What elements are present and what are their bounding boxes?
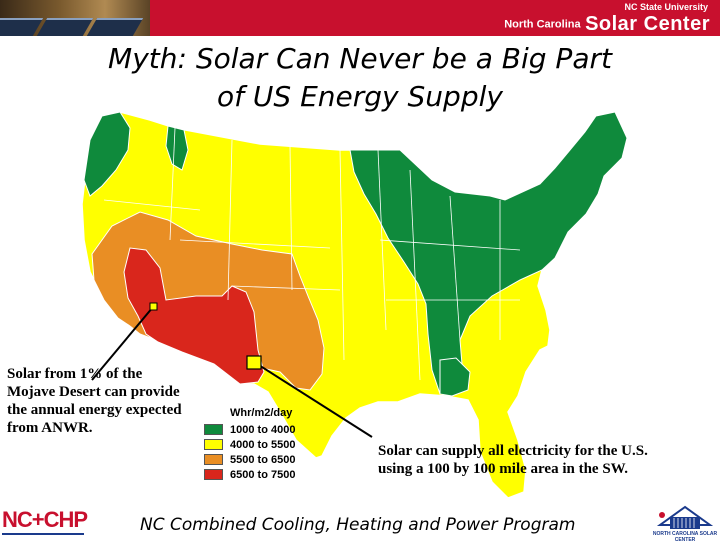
header-banner: NC State University North Carolina Solar… [0,0,720,36]
slide-title: Myth: Solar Can Never be a Big Part of U… [40,40,680,116]
legend-swatch [204,469,223,480]
nc-chp-logo-tagline [2,532,88,537]
mojave-marker [149,302,158,311]
legend-swatch [204,454,223,465]
nc-chp-logo-text: NC+CHP [2,507,88,532]
nc-chp-logo: NC+CHP [2,508,88,540]
legend-item: 6500 to 7500 [204,467,324,482]
center-prefix: North Carolina [504,18,581,31]
legend-item: 4000 to 5500 [204,437,324,452]
nc-solar-center-logo-text: NORTH CAROLINA SOLAR CENTER [652,531,718,543]
legend-label: 6500 to 7500 [230,468,296,481]
state-borders [103,127,521,381]
green-region-east [349,111,628,395]
title-line-1: Myth: Solar Can Never be a Big Part [108,42,612,75]
center-title: Solar Center [585,13,710,35]
legend-title: Whr/m2/day [230,407,293,419]
legend-swatch [204,424,223,435]
legend-label: 1000 to 4000 [230,423,296,436]
nc-solar-center-logo: NORTH CAROLINA SOLAR CENTER [652,505,718,543]
footer-program-name: NC Combined Cooling, Heating and Power P… [140,515,576,535]
callout-sw-text: Solar can supply all electricity for the… [378,443,648,477]
solar-panels-photo [0,0,150,36]
title-line-2: of US Energy Supply [217,80,503,113]
green-region-idaho-panhandle [165,125,189,171]
callout-pointer-sw [253,361,373,438]
callout-mojave-text: Solar from 1% of the Mojave Desert can p… [7,366,182,436]
legend-item: 5500 to 6500 [204,452,324,467]
legend-label: 4000 to 5500 [230,438,296,451]
university-name: NC State University [624,2,708,12]
legend-label: 5500 to 6500 [230,453,296,466]
legend-swatch [204,439,223,450]
house-icon [656,505,714,529]
sw-100-mile-marker [246,355,262,370]
map-legend: Whr/m2/day 1000 to 4000 4000 to 5500 550… [204,407,324,482]
green-region-pacific-northwest [83,111,131,197]
legend-item: 1000 to 4000 [204,422,324,437]
green-region-gulf [439,357,471,397]
solar-center-name: North Carolina Solar Center [504,13,710,36]
red-region-desert [123,247,265,385]
callout-pointer-mojave [91,306,154,381]
